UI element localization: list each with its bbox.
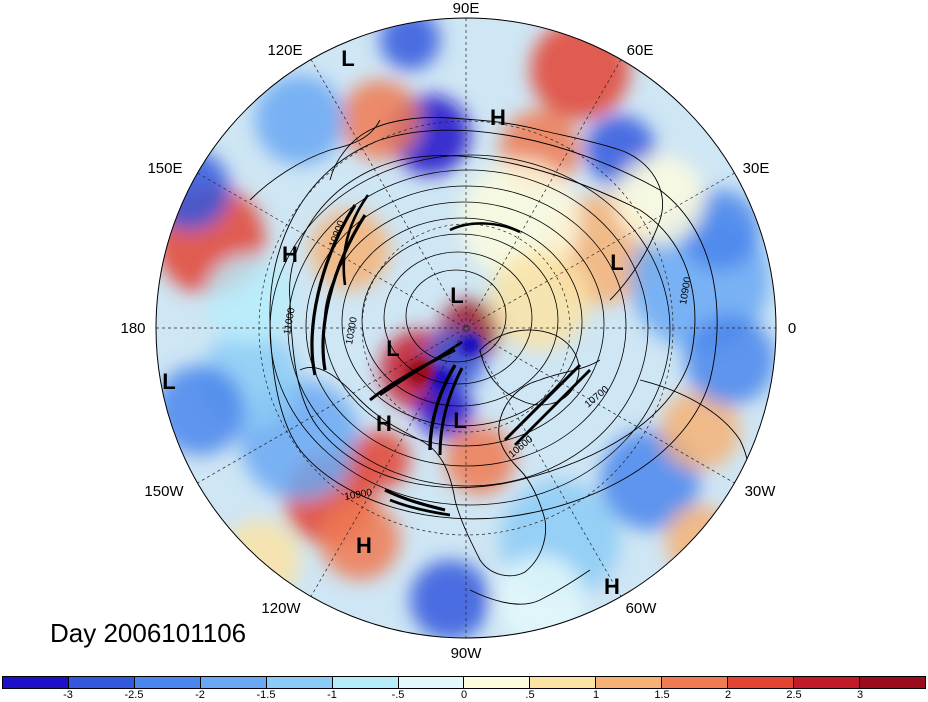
lon-label-120w: 120W (261, 600, 301, 617)
low-center-hudson: L (453, 408, 466, 433)
graticule (156, 18, 776, 638)
height-contours (269, 129, 718, 520)
colorbar-tick-label: -2 (195, 689, 205, 701)
high-center-alaska: H (376, 411, 392, 436)
colorbar-swatch (530, 677, 597, 688)
colorbar-swatch (3, 677, 69, 688)
high-center-siberia: H (490, 105, 506, 130)
low-center-120e: L (341, 46, 354, 71)
colorbar-tick-label: 2 (724, 689, 732, 701)
map-boundary (155, 17, 777, 639)
colorbar-tick-label: .5 (525, 689, 535, 701)
colorbar-tick-label: -1 (327, 689, 337, 701)
lon-label-30e: 30E (743, 160, 770, 177)
coast-north-america (299, 359, 601, 577)
colorbar-tick-label: -3 (63, 689, 73, 701)
coast-eurasia (329, 117, 664, 301)
lon-label-90w: 90W (451, 645, 483, 662)
colorbar-swatch (662, 677, 729, 688)
lon-label-90e: 90E (453, 0, 480, 17)
lon-label-60w: 60W (626, 600, 658, 617)
lon-label-150e: 150E (147, 160, 182, 177)
low-center-pole: L (450, 283, 463, 308)
contour-label-11000: 11000 (282, 307, 298, 336)
colorbar-swatch (68, 677, 135, 688)
colorbar-swatch (134, 677, 201, 688)
low-center-180: L (162, 369, 175, 394)
colorbar-swatch (464, 677, 531, 688)
contour-label-10900-b: 10900 (678, 276, 694, 306)
lon-label-0: 0 (788, 320, 796, 337)
colorbar-tick-label: 3 (856, 689, 864, 701)
low-center-beaufort: L (386, 336, 399, 361)
colorbar-swatch (266, 677, 333, 688)
colorbar-swatch (596, 677, 663, 688)
high-center-pacific: H (356, 533, 372, 558)
colorbar-swatch (728, 677, 795, 688)
lon-label-120e: 120E (267, 42, 302, 59)
lon-label-150w: 150W (144, 483, 184, 500)
colorbar-tick-label: 0 (460, 689, 468, 701)
colorbar-swatch (794, 677, 860, 688)
high-center-150e: H (282, 242, 298, 267)
low-center-europe: L (610, 250, 623, 275)
coastlines (249, 117, 750, 605)
colorbar-swatch (859, 677, 925, 688)
high-center-atlantic: H (604, 574, 620, 599)
lon-label-60e: 60E (627, 42, 654, 59)
colorbar-swatch (200, 677, 267, 688)
date-title: Day 2006101106 (50, 618, 247, 648)
colorbar-tick-label: -.5 (391, 689, 405, 701)
colorbar-tick-label: 1.5 (654, 689, 670, 701)
lon-label-180: 180 (120, 320, 145, 337)
coast-asia-east (249, 119, 381, 201)
colorbar (2, 676, 926, 689)
colorbar-tick-label: 1 (592, 689, 600, 701)
colorbar-tick-label: 2.5 (786, 689, 802, 701)
colorbar-swatch (332, 677, 399, 688)
colorbar-swatch (398, 677, 465, 688)
contour-label-10900-c: 10900 (344, 487, 374, 503)
colorbar-tick-label: -2.5 (124, 689, 144, 701)
coast-south-america (469, 569, 591, 605)
lon-label-30w: 30W (745, 483, 777, 500)
colorbar-tick-label: -1.5 (256, 689, 276, 701)
contour-label-10300: 10300 (344, 316, 360, 346)
